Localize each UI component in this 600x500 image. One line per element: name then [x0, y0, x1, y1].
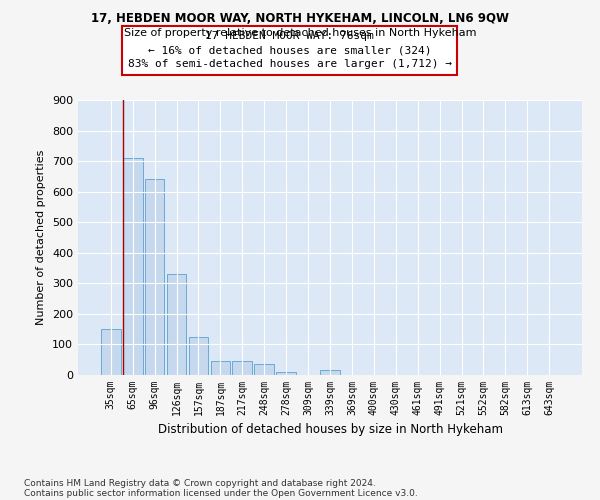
Bar: [276, 372, 296, 375]
Bar: [145, 180, 164, 375]
Bar: [101, 329, 121, 375]
Text: Size of property relative to detached houses in North Hykeham: Size of property relative to detached ho…: [124, 28, 476, 38]
Text: 17, HEBDEN MOOR WAY, NORTH HYKEHAM, LINCOLN, LN6 9QW: 17, HEBDEN MOOR WAY, NORTH HYKEHAM, LINC…: [91, 12, 509, 26]
Y-axis label: Number of detached properties: Number of detached properties: [37, 150, 46, 325]
X-axis label: Distribution of detached houses by size in North Hykeham: Distribution of detached houses by size …: [157, 424, 503, 436]
Bar: [123, 158, 143, 375]
Bar: [211, 361, 230, 375]
Bar: [167, 274, 187, 375]
Bar: [254, 364, 274, 375]
Bar: [188, 337, 208, 375]
Text: Contains public sector information licensed under the Open Government Licence v3: Contains public sector information licen…: [24, 488, 418, 498]
Bar: [232, 361, 252, 375]
Text: 17 HEBDEN MOOR WAY: 76sqm
← 16% of detached houses are smaller (324)
83% of semi: 17 HEBDEN MOOR WAY: 76sqm ← 16% of detac…: [128, 31, 452, 69]
Text: Contains HM Land Registry data © Crown copyright and database right 2024.: Contains HM Land Registry data © Crown c…: [24, 478, 376, 488]
Bar: [320, 370, 340, 375]
